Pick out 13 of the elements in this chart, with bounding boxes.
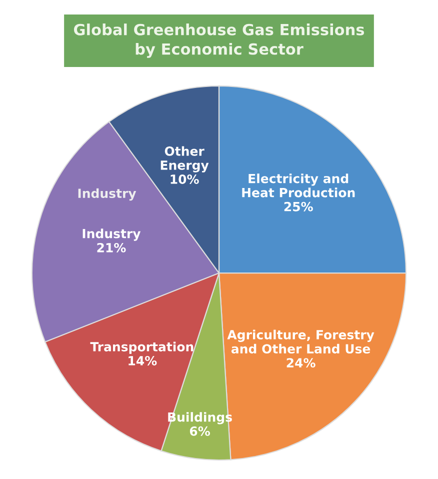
data-label: 21% (97, 242, 126, 252)
data-label: 14% (128, 356, 157, 366)
slice-label: Transportation (90, 342, 194, 354)
slice-label: Other Energy (160, 146, 209, 172)
text: Industry (78, 188, 136, 201)
slice-label: Agriculture, Forestry and Other Land Use (227, 330, 374, 354)
slice-label: Industry (82, 228, 141, 241)
data-label: 10% (170, 174, 199, 184)
data-label: 6% (190, 426, 210, 436)
data-label: 25% (284, 202, 313, 212)
slice-label: Electricity and Heat Production (242, 174, 355, 198)
data-label: 24% (286, 358, 316, 368)
chart-title: Global Greenhouse Gas Emissions by Economic Sector (74, 24, 364, 58)
